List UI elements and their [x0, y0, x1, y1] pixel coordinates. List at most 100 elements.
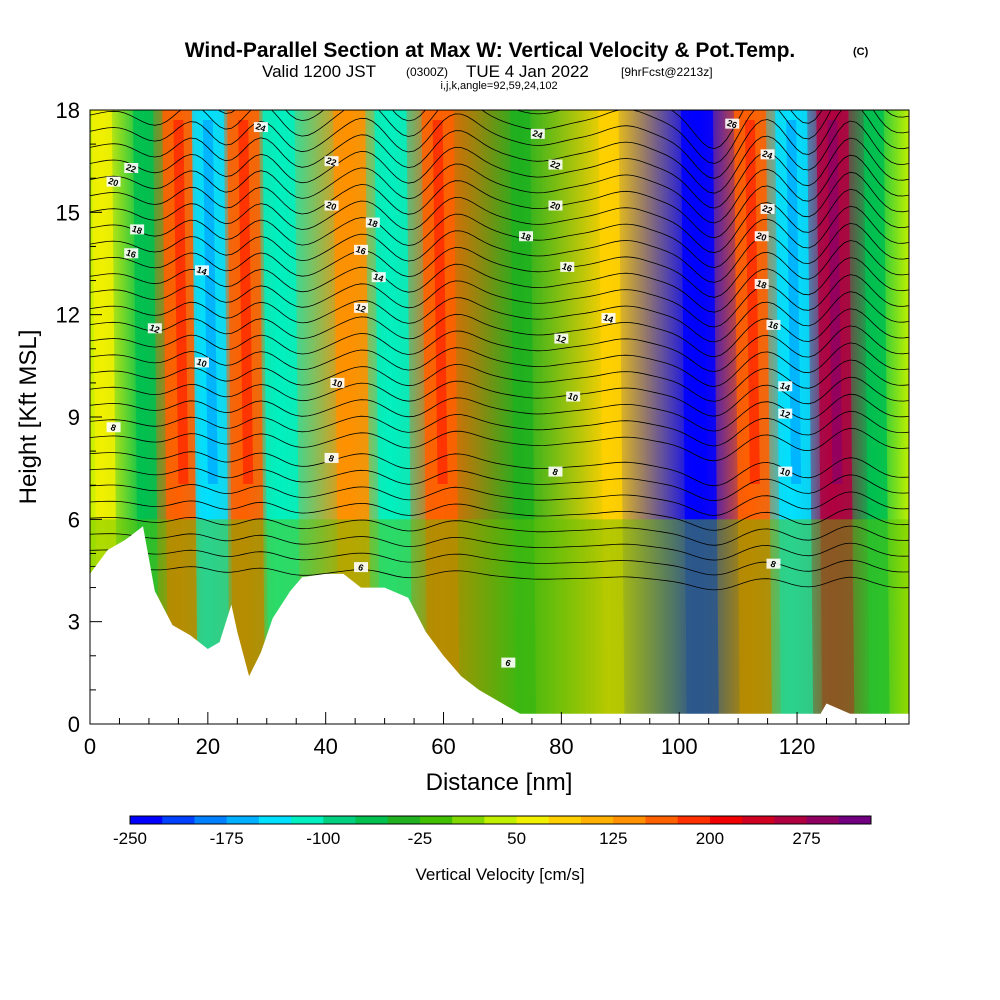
contour-label-bg	[778, 381, 793, 392]
isentrope-line	[90, 410, 909, 447]
isentrope-line	[90, 154, 909, 224]
isentrope-line	[90, 222, 909, 283]
colorbar-swatch	[419, 816, 453, 824]
colorbar-swatch	[516, 816, 550, 824]
colorbar: -250 -175 -100 -25 50 125 200 275	[113, 815, 872, 848]
contour-label-bg	[147, 323, 162, 334]
contour-label: 8	[109, 422, 117, 433]
contour-label: 16	[561, 261, 574, 274]
contour-label: 8	[327, 453, 335, 464]
x-tick-label: 60	[431, 734, 455, 759]
colorbar-tick-label: 125	[599, 829, 627, 848]
colorbar-swatch	[838, 816, 872, 824]
contour-label: 18	[131, 223, 144, 236]
velocity-core	[238, 120, 254, 484]
velocity-band-downdraft	[863, 110, 890, 724]
contour-label-bg	[554, 333, 569, 344]
contour-label-bg	[566, 391, 581, 402]
contour-label: 22	[325, 155, 338, 168]
velocity-core	[786, 120, 802, 484]
contour-label: 10	[779, 466, 792, 479]
contour-label-bg	[601, 313, 616, 324]
isentrope-line	[90, 565, 909, 591]
contour-label-bg	[194, 265, 209, 276]
contour-label: 10	[195, 356, 208, 369]
contour-label: 16	[354, 244, 367, 257]
contour-label: 6	[357, 562, 365, 573]
x-tick-label: 100	[661, 734, 698, 759]
x-tick-label: 0	[84, 734, 96, 759]
colorbar-title: Vertical Velocity [cm/s]	[415, 865, 584, 884]
colorbar-swatch	[452, 816, 485, 824]
colorbar-tick-label: 200	[696, 829, 724, 848]
contour-label-bg	[560, 261, 575, 272]
y-tick-label: 3	[68, 610, 80, 635]
isentrope-line	[90, 427, 909, 462]
contour-label-bg	[766, 319, 781, 330]
velocity-core	[432, 120, 448, 484]
contour-label: 20	[549, 200, 562, 213]
contour-label-bg	[194, 357, 209, 368]
contour-label: 12	[354, 302, 367, 315]
contour-label: 18	[755, 278, 768, 291]
contour-label: 24	[254, 121, 267, 134]
contour-label-bg	[365, 217, 380, 228]
x-tick-label: 80	[549, 734, 573, 759]
contour-label: 14	[195, 264, 208, 277]
contour-label: 12	[555, 333, 568, 346]
colorbar-swatch	[548, 816, 582, 824]
colorbar-swatch	[581, 816, 614, 824]
colorbar-swatch	[355, 816, 389, 824]
valid-date: TUE 4 Jan 2022	[466, 62, 589, 81]
colorbar-swatch	[162, 816, 195, 824]
contour-label-bg	[530, 128, 545, 139]
contour-label: 20	[325, 200, 338, 213]
colorbar-tick-label: -100	[306, 829, 340, 848]
velocity-band-downdraft	[374, 110, 413, 724]
contour-label-bg	[754, 278, 769, 289]
y-tick-label: 0	[68, 712, 80, 737]
contour-label-bg	[519, 231, 534, 242]
contour-label-bg	[371, 272, 386, 283]
isentrope-line	[90, 120, 909, 194]
contour-label-bg	[766, 558, 781, 569]
isentrope-line	[90, 467, 909, 502]
isentrope-line	[90, 291, 909, 343]
colorbar-swatch	[226, 816, 260, 824]
terrain	[90, 526, 909, 724]
isentrope-line	[90, 500, 909, 531]
contour-label-bg	[548, 466, 563, 477]
contour-label-bg	[760, 149, 775, 160]
contour-label: 10	[331, 377, 344, 390]
colorbar-swatch	[291, 816, 324, 824]
contour-label-bg	[324, 156, 339, 167]
contour-label-bg	[124, 162, 139, 173]
contour-label: 18	[519, 230, 532, 243]
contour-label-bg	[354, 562, 369, 573]
isentrope-line	[90, 342, 909, 387]
isentrope-line	[90, 240, 909, 298]
contour-label: 18	[366, 217, 379, 230]
isentrope-line	[90, 110, 909, 164]
isentrope-line	[90, 325, 909, 373]
contour-label-bg	[130, 224, 145, 235]
colorbar-tick-label: 275	[792, 829, 820, 848]
contour-label-bg	[501, 657, 516, 668]
contour-label-bg	[778, 408, 793, 419]
isentrope-line	[218, 110, 909, 150]
colorbar-swatch	[194, 816, 228, 824]
contour-label-bg	[548, 200, 563, 211]
velocity-band-downdraft	[510, 110, 537, 724]
valid-time: Valid 1200 JST	[262, 62, 376, 81]
contour-label-bg	[324, 200, 339, 211]
chart-title: Wind-Parallel Section at Max W: Vertical…	[185, 39, 796, 62]
contour-label-bg	[106, 176, 121, 187]
x-tick-label: 40	[313, 734, 337, 759]
title-mark: (C)	[853, 46, 869, 58]
isentrope-line	[90, 533, 909, 561]
contour-label: 14	[602, 312, 615, 325]
valid-utc: (0300Z)	[406, 65, 448, 79]
y-tick-label: 12	[56, 303, 80, 328]
colorbar-frame	[129, 815, 872, 825]
colorbar-swatch	[387, 816, 421, 824]
